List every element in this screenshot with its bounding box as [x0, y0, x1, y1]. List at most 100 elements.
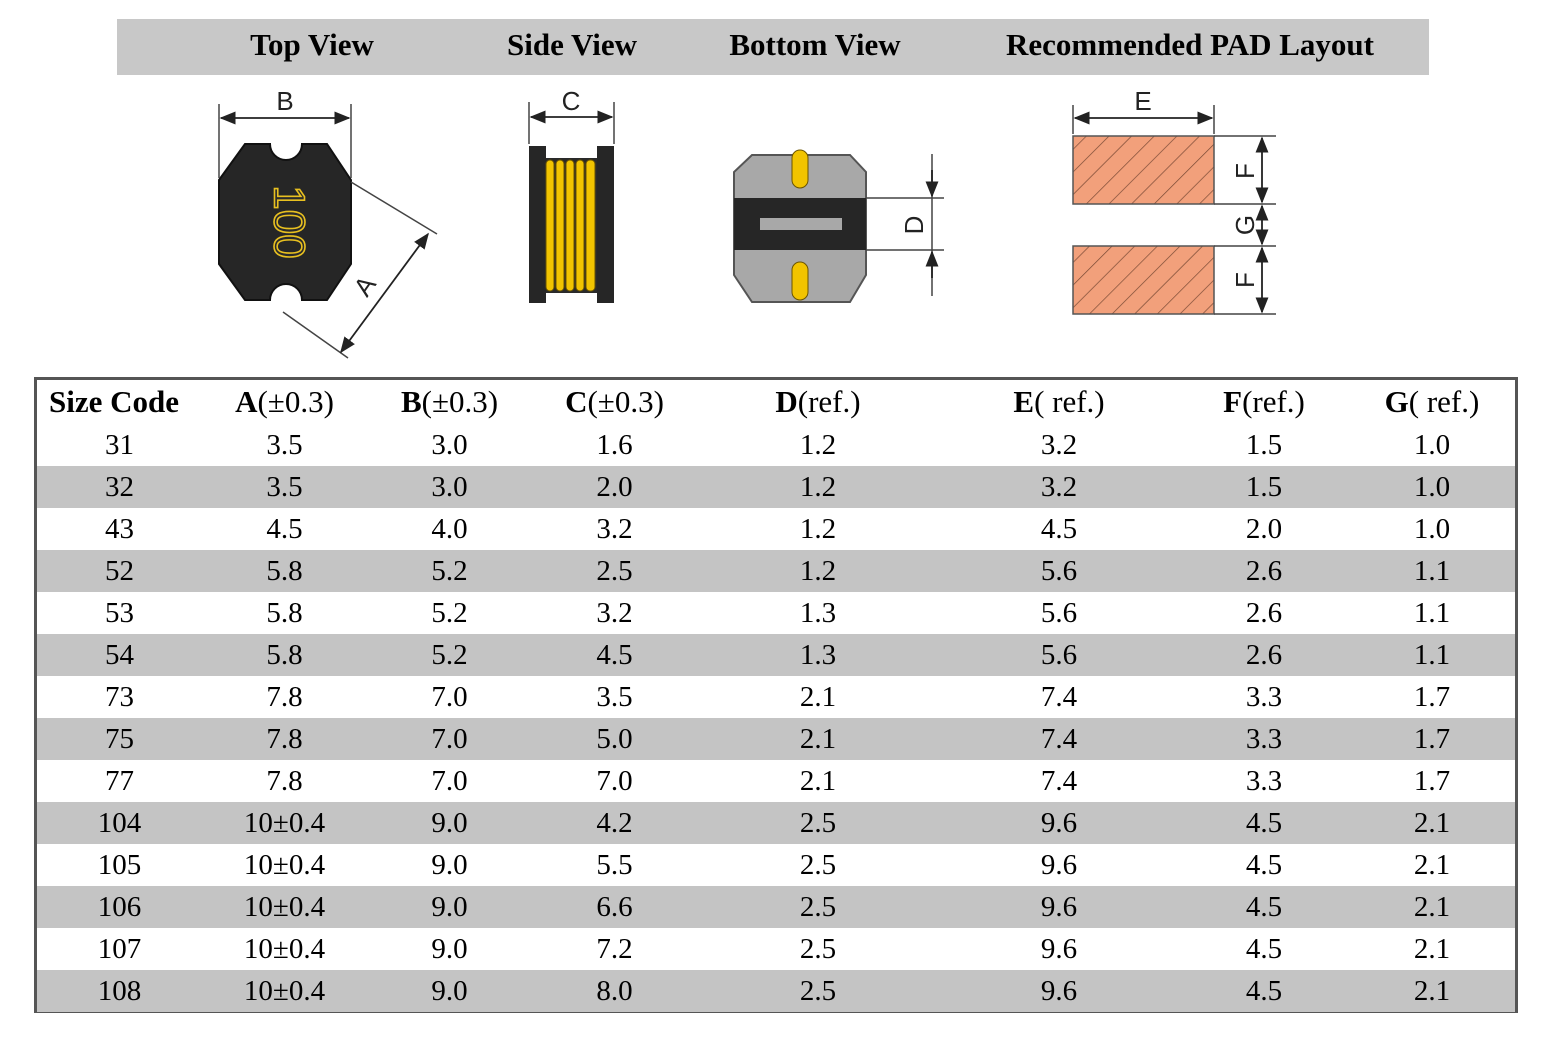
table-cell: 1.2 [697, 424, 939, 466]
table-cell: 4.5 [1179, 928, 1349, 970]
table-cell: 7.0 [367, 760, 532, 802]
table-cell: 10±0.4 [202, 886, 367, 928]
table-cell: 4.2 [532, 802, 697, 844]
col-header-d: D(ref.) [697, 380, 939, 424]
table-row: 75 7.8 7.0 5.0 2.1 7.4 3.3 1.7 [37, 718, 1515, 760]
table-row: 105 10±0.4 9.0 5.5 2.5 9.6 4.5 2.1 [37, 844, 1515, 886]
table-cell: 7.0 [367, 718, 532, 760]
dim-label-c: C [562, 86, 581, 116]
table-cell: 4.5 [532, 634, 697, 676]
table-cell: 5.2 [367, 592, 532, 634]
table-cell: 2.5 [697, 886, 939, 928]
pad-layout-drawing: E F G F [1072, 86, 1276, 315]
table-cell: 1.3 [697, 634, 939, 676]
dimension-table: Size Code A(±0.3) B(±0.3) C(±0.3) D(ref.… [37, 380, 1515, 1012]
col-header-a: A(±0.3) [202, 380, 367, 424]
dim-label-a: A [347, 270, 382, 302]
table-row: 106 10±0.4 9.0 6.6 2.5 9.6 4.5 2.1 [37, 886, 1515, 928]
table-cell: 4.5 [1179, 970, 1349, 1012]
table-cell: 4.0 [367, 508, 532, 550]
table-cell: 9.0 [367, 802, 532, 844]
table-cell: 2.6 [1179, 592, 1349, 634]
table-row: 43 4.5 4.0 3.2 1.2 4.5 2.0 1.0 [37, 508, 1515, 550]
table-row: 104 10±0.4 9.0 4.2 2.5 9.6 4.5 2.1 [37, 802, 1515, 844]
table-cell: 2.1 [697, 760, 939, 802]
table-row: 108 10±0.4 9.0 8.0 2.5 9.6 4.5 2.1 [37, 970, 1515, 1012]
table-cell: 4.5 [1179, 802, 1349, 844]
table-cell: 75 [37, 718, 202, 760]
table-cell: 3.2 [939, 424, 1179, 466]
table-cell: 7.8 [202, 760, 367, 802]
dim-label-d: D [899, 216, 929, 235]
table-row: 52 5.8 5.2 2.5 1.2 5.6 2.6 1.1 [37, 550, 1515, 592]
table-cell: 3.5 [532, 676, 697, 718]
side-view-title: Side View [506, 27, 638, 62]
side-right-flange [597, 146, 614, 303]
table-cell: 54 [37, 634, 202, 676]
table-cell: 2.1 [1349, 970, 1515, 1012]
table-cell: 1.2 [697, 466, 939, 508]
table-cell: 1.6 [532, 424, 697, 466]
dim-label-g: G [1230, 215, 1260, 235]
side-view-drawing: C [528, 86, 615, 303]
table-cell: 77 [37, 760, 202, 802]
dim-label-b: B [276, 86, 293, 116]
table-cell: 2.5 [697, 802, 939, 844]
table-cell: 7.2 [532, 928, 697, 970]
table-cell: 2.0 [1179, 508, 1349, 550]
table-cell: 3.2 [532, 508, 697, 550]
table-cell: 2.1 [1349, 844, 1515, 886]
table-cell: 106 [37, 886, 202, 928]
table-cell: 1.1 [1349, 634, 1515, 676]
top-view-drawing: 100 B A [218, 86, 438, 359]
col-header-c: C(±0.3) [532, 380, 697, 424]
table-cell: 9.0 [367, 886, 532, 928]
table-cell: 5.2 [367, 634, 532, 676]
table-row: 107 10±0.4 9.0 7.2 2.5 9.6 4.5 2.1 [37, 928, 1515, 970]
table-cell: 4.5 [1179, 844, 1349, 886]
table-cell: 3.3 [1179, 718, 1349, 760]
dim-label-f-bottom: F [1230, 272, 1260, 288]
table-cell: 9.6 [939, 802, 1179, 844]
table-cell: 3.0 [367, 424, 532, 466]
views-header-bar [117, 19, 1429, 75]
table-cell: 5.8 [202, 634, 367, 676]
table-cell: 1.0 [1349, 466, 1515, 508]
table-cell: 2.1 [697, 676, 939, 718]
dim-label-e: E [1134, 86, 1151, 116]
table-cell: 2.5 [697, 844, 939, 886]
table-cell: 104 [37, 802, 202, 844]
table-cell: 2.1 [1349, 886, 1515, 928]
table-row: 53 5.8 5.2 3.2 1.3 5.6 2.6 1.1 [37, 592, 1515, 634]
table-cell: 8.0 [532, 970, 697, 1012]
table-cell: 52 [37, 550, 202, 592]
table-cell: 4.5 [939, 508, 1179, 550]
table-cell: 10±0.4 [202, 844, 367, 886]
table-cell: 10±0.4 [202, 928, 367, 970]
table-cell: 9.6 [939, 970, 1179, 1012]
table-cell: 5.6 [939, 634, 1179, 676]
table-cell: 73 [37, 676, 202, 718]
top-view-title: Top View [250, 27, 374, 62]
dim-label-f-top: F [1230, 163, 1260, 179]
table-row: 77 7.8 7.0 7.0 2.1 7.4 3.3 1.7 [37, 760, 1515, 802]
table-cell: 1.0 [1349, 424, 1515, 466]
table-cell: 7.4 [939, 760, 1179, 802]
table-body: 31 3.5 3.0 1.6 1.2 3.2 1.5 1.0 32 3.5 3.0 2.0 1.2 3.2… [37, 424, 1515, 1012]
col-header-g: G( ref.) [1349, 380, 1515, 424]
bottom-view-drawing: D [733, 149, 944, 303]
table-cell: 107 [37, 928, 202, 970]
table-cell: 9.0 [367, 970, 532, 1012]
table-cell: 5.8 [202, 550, 367, 592]
table-row: 54 5.8 5.2 4.5 1.3 5.6 2.6 1.1 [37, 634, 1515, 676]
table-header-row: Size Code A(±0.3) B(±0.3) C(±0.3) D(ref.… [37, 380, 1515, 424]
table-cell: 3.3 [1179, 760, 1349, 802]
table-cell: 31 [37, 424, 202, 466]
table-cell: 3.0 [367, 466, 532, 508]
table-cell: 2.6 [1179, 550, 1349, 592]
table-cell: 32 [37, 466, 202, 508]
table-cell: 1.7 [1349, 676, 1515, 718]
bottom-center-slot [760, 218, 842, 230]
table-cell: 2.1 [697, 718, 939, 760]
table-cell: 9.0 [367, 928, 532, 970]
